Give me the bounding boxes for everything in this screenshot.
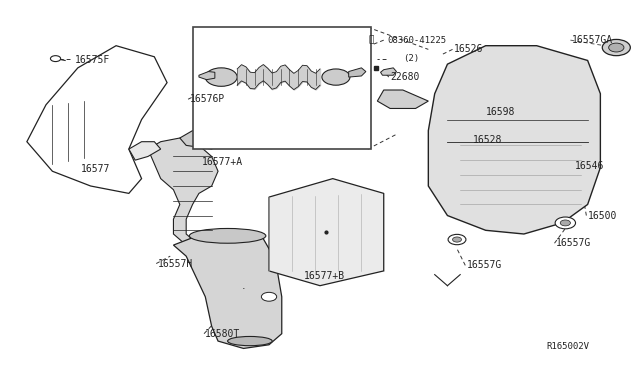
Text: (2): (2) bbox=[403, 54, 419, 63]
Circle shape bbox=[602, 39, 630, 56]
Text: 16557G: 16557G bbox=[556, 238, 591, 248]
Circle shape bbox=[51, 56, 61, 62]
Text: 16546: 16546 bbox=[575, 161, 604, 171]
Polygon shape bbox=[349, 68, 366, 77]
Circle shape bbox=[452, 237, 461, 242]
Polygon shape bbox=[129, 142, 161, 160]
Polygon shape bbox=[199, 71, 215, 80]
Text: 16580T: 16580T bbox=[205, 329, 241, 339]
Text: 16577+A: 16577+A bbox=[202, 157, 243, 167]
Text: 16577: 16577 bbox=[81, 164, 111, 174]
Ellipse shape bbox=[189, 228, 266, 243]
Polygon shape bbox=[378, 90, 428, 109]
Text: 16526: 16526 bbox=[454, 44, 483, 54]
Text: 08360-41225: 08360-41225 bbox=[387, 36, 446, 45]
Circle shape bbox=[261, 292, 276, 301]
Text: 16500: 16500 bbox=[588, 211, 617, 221]
Polygon shape bbox=[173, 230, 282, 349]
Circle shape bbox=[560, 220, 570, 226]
Text: 16557H: 16557H bbox=[157, 259, 193, 269]
Polygon shape bbox=[381, 68, 396, 75]
Bar bbox=[193, 27, 371, 149]
Polygon shape bbox=[428, 46, 600, 234]
Polygon shape bbox=[27, 46, 167, 193]
Text: 16576P: 16576P bbox=[189, 94, 225, 104]
Circle shape bbox=[555, 217, 575, 229]
Ellipse shape bbox=[228, 336, 272, 346]
Text: 16577+B: 16577+B bbox=[304, 272, 345, 282]
Polygon shape bbox=[269, 179, 384, 286]
Text: 16575F: 16575F bbox=[75, 55, 110, 65]
Text: Ⓑ: Ⓑ bbox=[369, 36, 374, 45]
Text: R165002V: R165002V bbox=[546, 342, 589, 351]
Circle shape bbox=[322, 69, 350, 85]
Polygon shape bbox=[180, 131, 225, 149]
Text: 16598: 16598 bbox=[486, 107, 515, 117]
Text: 16557GA: 16557GA bbox=[572, 35, 613, 45]
Text: 16557G: 16557G bbox=[467, 260, 502, 270]
Text: ·: · bbox=[242, 284, 245, 294]
Circle shape bbox=[448, 234, 466, 245]
Polygon shape bbox=[148, 138, 218, 245]
Text: 22680: 22680 bbox=[390, 72, 419, 82]
Circle shape bbox=[205, 68, 237, 86]
Circle shape bbox=[609, 43, 624, 52]
Text: 16528: 16528 bbox=[473, 135, 502, 145]
